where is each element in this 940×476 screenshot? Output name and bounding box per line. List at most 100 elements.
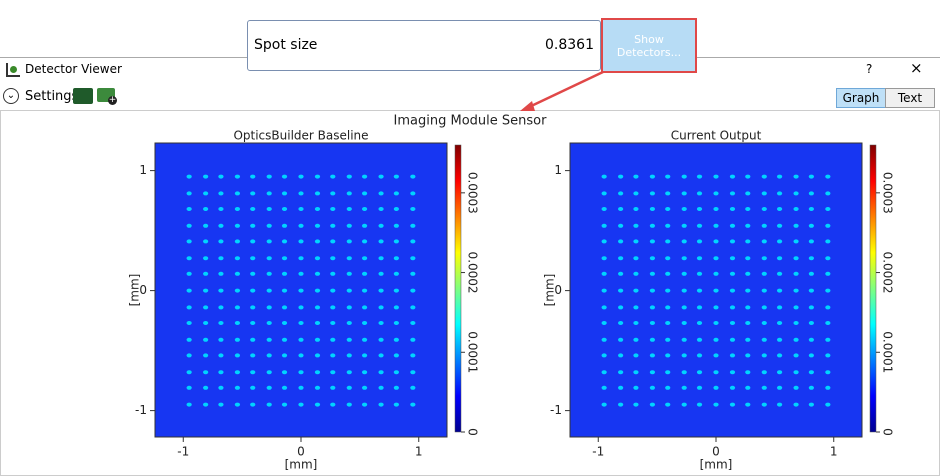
spot: [234, 174, 241, 179]
help-button[interactable]: ?: [866, 62, 873, 76]
spot: [649, 321, 656, 325]
spot: [825, 321, 831, 325]
spot: [393, 385, 399, 390]
spot: [330, 191, 336, 196]
spot: [266, 239, 272, 244]
spot: [393, 191, 399, 196]
spot: [361, 256, 368, 261]
spot: [649, 385, 656, 390]
spot: [665, 385, 671, 390]
spot: [330, 174, 336, 179]
spot: [601, 174, 607, 179]
folder-icon[interactable]: [73, 88, 93, 104]
spot: [250, 191, 256, 196]
spot: [729, 223, 736, 228]
spot: [633, 385, 639, 390]
spot: [393, 402, 399, 407]
spot: [601, 402, 607, 407]
spot: [378, 191, 384, 196]
spot: [761, 321, 767, 325]
spot: [776, 223, 783, 228]
spot: [745, 174, 751, 179]
colorbar-tick-label: 0: [466, 428, 480, 436]
spot: [601, 207, 607, 211]
spot: [218, 337, 224, 342]
spot: [250, 321, 256, 325]
spot: [361, 239, 368, 244]
spot: [378, 256, 384, 261]
spot: [410, 337, 416, 342]
spot: [793, 385, 799, 390]
spot: [266, 271, 272, 276]
spot: [186, 385, 192, 390]
spot: [203, 223, 209, 228]
spot: [696, 385, 703, 390]
spot: [618, 207, 624, 211]
spot: [618, 288, 624, 293]
spot: [665, 271, 671, 276]
spot: [410, 288, 416, 293]
spot: [681, 305, 687, 310]
spot: [186, 271, 192, 276]
x-tick-label: -1: [177, 445, 189, 459]
spot: [378, 337, 384, 342]
spot: [361, 271, 368, 276]
image-icon[interactable]: +: [97, 88, 117, 105]
spot: [281, 370, 288, 375]
spot: [361, 174, 368, 179]
spot: [713, 271, 719, 276]
spot: [314, 191, 321, 196]
spot: [825, 271, 831, 276]
close-button[interactable]: ×: [910, 59, 923, 77]
spot: [378, 288, 384, 293]
spot: [203, 271, 209, 276]
spot: [393, 370, 399, 375]
colorbar-tick-label: 0.0002: [881, 252, 895, 294]
spot: [745, 321, 751, 325]
spot: [186, 191, 192, 196]
spot: [696, 239, 703, 244]
spot: [281, 402, 288, 407]
spot: [378, 223, 384, 228]
spot: [378, 239, 384, 244]
spot: [601, 385, 607, 390]
spot: [825, 288, 831, 293]
spot: [729, 174, 736, 179]
settings-toggle[interactable]: ⌄: [3, 88, 19, 104]
spot: [808, 370, 814, 375]
spot: [250, 337, 256, 342]
spot: [649, 191, 656, 196]
spot: [729, 239, 736, 244]
spot: [696, 305, 703, 310]
settings-label[interactable]: Settings: [25, 89, 79, 104]
spot: [808, 305, 814, 310]
spot: [665, 337, 671, 342]
x-tick-label: 0: [712, 445, 720, 459]
spot: [776, 385, 783, 390]
spot: [361, 337, 368, 342]
spot: [696, 256, 703, 261]
spot: [266, 402, 272, 407]
spot: [665, 191, 671, 196]
spot: [681, 353, 687, 358]
spot: [203, 174, 209, 179]
spot: [378, 207, 384, 211]
colorbar: [869, 144, 877, 433]
spot: [601, 288, 607, 293]
spot: [378, 402, 384, 407]
spot: [330, 402, 336, 407]
text-tab[interactable]: Text: [885, 88, 935, 108]
spot: [649, 370, 656, 375]
spot: [808, 207, 814, 211]
spot: [808, 239, 814, 244]
spot: [218, 256, 224, 261]
spot: [633, 337, 639, 342]
spot: [649, 353, 656, 358]
spot: [665, 353, 671, 358]
spot: [234, 239, 241, 244]
graph-tab[interactable]: Graph: [836, 88, 886, 108]
x-axis-label: [mm]: [700, 458, 733, 472]
spot: [825, 223, 831, 228]
spot: [346, 402, 352, 407]
show-detectors-button[interactable]: Show Detectors...: [601, 18, 697, 73]
